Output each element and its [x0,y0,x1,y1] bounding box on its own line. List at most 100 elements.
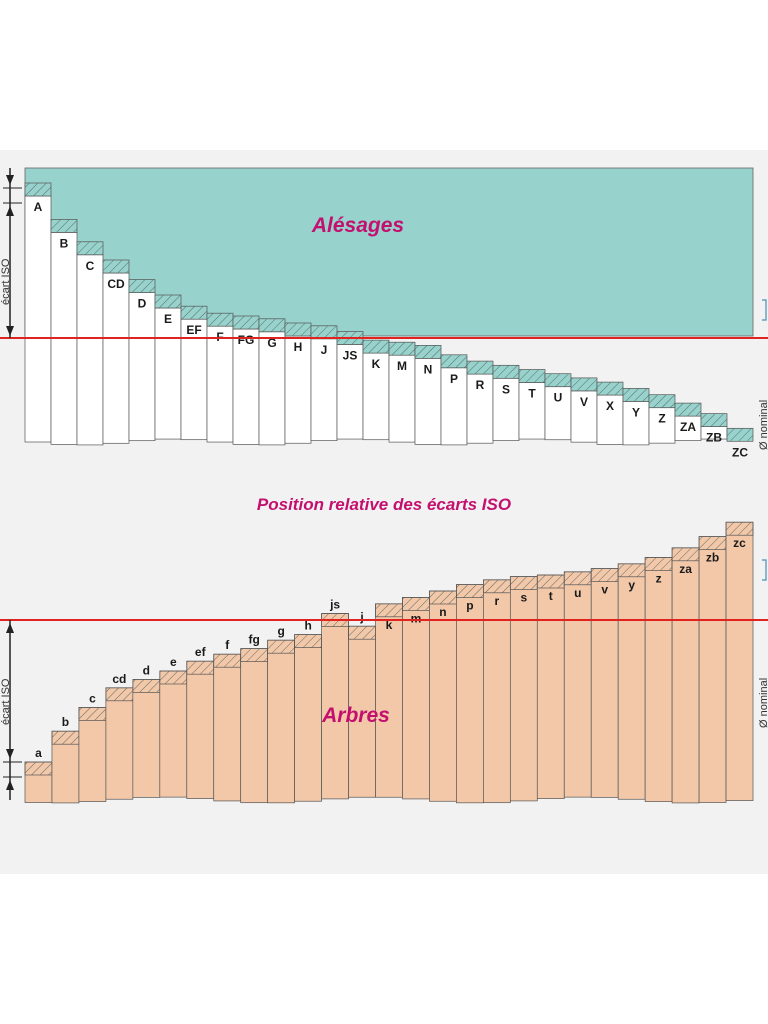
shaft-hatch-d [132,679,161,693]
shaft-hatch-cd [105,687,134,702]
hole-label-j: J [321,343,328,357]
shaft-bar-y [617,563,646,800]
hole-label-h: H [294,340,303,354]
hole-hatch-c [77,241,103,255]
shaft-label-zb: zb [706,551,719,565]
shaft-hatch-g [267,639,295,654]
shaft-label-u: u [574,586,581,600]
hole-bar-cd [102,272,130,444]
shaft-label-za: za [679,562,692,576]
hole-hatch-g [259,318,285,332]
shaft-label-a: a [35,746,42,760]
hole-bar-e [154,307,182,440]
shaft-hatch-b [51,730,80,745]
shaft-bar-za [671,547,700,804]
hole-label-x: X [606,399,614,413]
hole-label-k: K [372,357,381,371]
hole-hatch-za [675,403,701,417]
hole-hatch-ef [181,306,207,320]
top-left-axis: écart ISO [0,168,22,338]
shaft-bar-g [267,639,295,804]
hole-bar-r [466,373,494,444]
shafts-title: Arbres [321,704,390,727]
shaft-label-js: js [329,598,340,612]
hole-label-n: N [424,362,433,376]
hole-label-cd: CD [107,277,125,291]
hole-hatch-y [623,388,649,402]
shaft-bar-f [213,653,242,802]
hole-hatch-e [155,295,181,308]
hole-label-y: Y [632,405,640,419]
hole-bar-y [622,401,650,446]
hole-bar-p [440,367,468,446]
hole-label-za: ZA [680,420,696,434]
shaft-bar-c [78,707,107,802]
shaft-label-y: y [628,578,635,592]
hole-hatch-z [649,394,675,408]
shaft-bar-j [348,625,376,798]
hole-label-e: E [164,312,172,326]
hole-label-fg: FG [238,333,255,347]
shaft-hatch-y [617,563,646,578]
hole-hatch-k [363,340,389,354]
hole-label-zb: ZB [706,431,722,445]
holes-labels: ABCCDDEEFFFGGHJJSKMNPRSTUVXYZZAZBZC [34,200,749,459]
shaft-hatch-za [671,547,700,562]
shaft-hatch-n [429,590,457,605]
shaft-label-f: f [225,638,230,652]
shaft-label-t: t [549,589,553,603]
shaft-label-zc: zc [733,536,746,550]
hole-hatch-h [285,323,311,336]
shaft-hatch-f [213,653,242,668]
hole-bar-k [362,352,390,441]
top-nominal-label: Ø nominal [758,400,768,450]
shaft-bar-fg [240,648,269,804]
hole-bar-h [284,335,312,444]
shaft-hatch-e [159,670,188,685]
hole-hatch-t [519,369,545,383]
hole-bar-x [596,394,624,445]
bottom-left-axis: écart ISO [0,620,22,800]
shaft-hatch-k [375,603,403,618]
shaft-bar-zb [698,536,727,803]
top-right-annotation: Ø nominal [758,299,768,450]
shaft-label-d: d [143,663,150,677]
hole-label-t: T [528,387,536,401]
diagram-title: Position relative des écarts ISO [257,495,511,514]
shaft-bar-r [483,579,511,804]
hole-label-r: R [476,378,485,392]
shaft-bar-v [590,568,619,798]
hole-bar-c [76,254,104,446]
holes-title: Alésages [311,214,404,237]
hole-hatch-cd [103,260,129,273]
hole-hatch-f [207,313,233,327]
shaft-label-s: s [520,591,527,605]
shaft-label-j: j [359,610,363,624]
shaft-hatch-zc [725,521,754,536]
shaft-hatch-u [563,571,592,586]
shaft-label-c: c [89,691,96,705]
shaft-label-ef: ef [195,645,207,659]
hole-hatch-u [545,373,571,387]
shaft-hatch-p [456,584,484,598]
shaft-bar-k [375,603,403,798]
hole-label-ef: EF [186,323,201,337]
hole-bar-f [206,325,234,443]
hole-label-c: C [86,259,95,273]
shaft-label-p: p [466,599,473,613]
shaft-bar-m [402,597,430,800]
hole-bar-v [570,390,598,443]
holes-chart: ABCCDDEEFFFGGHJJSKMNPRSTUVXYZZAZBZC [24,167,754,459]
shaft-bar-n [429,590,457,802]
hole-hatch-fg [233,316,259,329]
hole-label-d: D [138,297,147,311]
shaft-hatch-h [294,634,322,648]
hole-hatch-j [311,325,337,339]
shaft-hatch-s [509,576,538,590]
shaft-label-k: k [386,618,393,632]
shaft-label-v: v [601,583,608,597]
shaft-hatch-z [644,557,673,571]
